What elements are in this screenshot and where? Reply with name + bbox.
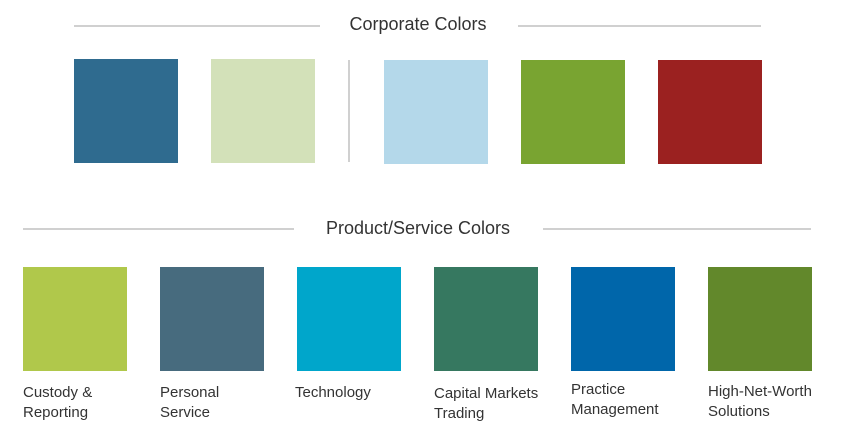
label-line: Trading: [434, 405, 485, 422]
product-rule-right: [543, 228, 811, 230]
product-label-custody: Custody & Reporting: [23, 383, 153, 423]
label-line: High-Net-Worth: [708, 383, 812, 400]
corporate-rule-left: [74, 25, 320, 27]
corporate-heading: Corporate Colors: [349, 14, 487, 34]
label-line: Custody &: [23, 384, 93, 401]
label-line: Personal: [160, 384, 220, 401]
corporate-swatch-2: [211, 59, 315, 163]
corporate-swatch-5: [658, 60, 762, 164]
label-line: Practice: [571, 381, 626, 398]
product-rule-left: [23, 228, 294, 230]
product-label-technology: Technology: [295, 383, 425, 403]
label-line: Solutions: [708, 403, 770, 420]
label-line: Service: [160, 404, 211, 421]
corporate-swatch-4: [521, 60, 625, 164]
corporate-swatch-1: [74, 59, 178, 163]
product-swatch-capital-markets: [434, 267, 538, 371]
label-line: Management: [571, 401, 659, 418]
corporate-rule-right: [518, 25, 761, 27]
corporate-divider: [348, 60, 350, 162]
product-swatch-technology: [297, 267, 401, 371]
product-label-practice-management: Practice Management: [571, 380, 701, 420]
product-label-capital-markets: Capital Markets Trading: [434, 384, 564, 424]
product-swatch-practice-management: [571, 267, 675, 371]
product-label-personal-service: Personal Service: [160, 383, 290, 423]
product-swatch-custody: [23, 267, 127, 371]
product-swatch-personal-service: [160, 267, 264, 371]
label-line: Capital Markets: [434, 385, 539, 402]
corporate-swatch-3: [384, 60, 488, 164]
label-line: Technology: [295, 384, 371, 401]
label-line: Reporting: [23, 404, 89, 421]
product-swatch-high-net-worth: [708, 267, 812, 371]
product-label-high-net-worth: High-Net-Worth Solutions: [708, 382, 838, 422]
product-heading: Product/Service Colors: [325, 218, 511, 238]
